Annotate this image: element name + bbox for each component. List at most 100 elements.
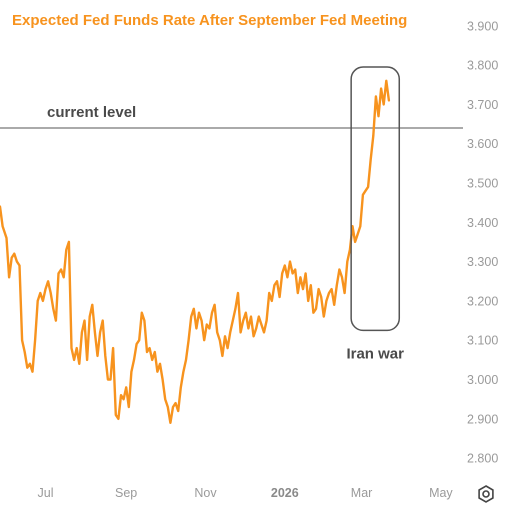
series-point (149, 347, 151, 349)
series-point (346, 261, 348, 263)
series-point (219, 339, 221, 341)
series-point (318, 288, 320, 290)
y-tick-label: 3.900 (467, 19, 498, 33)
series-point (310, 284, 312, 286)
series-point (331, 288, 333, 290)
series-point (52, 308, 54, 310)
series-point (359, 225, 361, 227)
series-point (133, 359, 135, 361)
series-point (37, 300, 39, 302)
series-point (58, 272, 60, 274)
series-point (86, 359, 88, 361)
current-level-label: current level (47, 104, 136, 121)
series-point (2, 225, 4, 227)
series-point (229, 331, 231, 333)
series-point (365, 190, 367, 192)
series-point (294, 269, 296, 271)
y-tick-label: 3.100 (467, 334, 498, 348)
series-point (333, 304, 335, 306)
rate-series-line (0, 79, 391, 424)
series-point (99, 331, 101, 333)
series-point (372, 135, 374, 137)
series-point (271, 300, 273, 302)
series-point (16, 261, 18, 263)
series-point (302, 288, 304, 290)
series-point (104, 355, 106, 357)
series-point (143, 320, 145, 322)
series-point (188, 339, 190, 341)
iran-war-highlight-box (350, 66, 401, 332)
series-point (380, 88, 382, 90)
series-point (11, 257, 13, 259)
series-point (136, 343, 138, 345)
series-point (253, 335, 255, 337)
series-point (112, 347, 114, 349)
series-point (276, 280, 278, 282)
y-tick-label: 2.800 (467, 452, 498, 466)
series-point (185, 359, 187, 361)
series-point (117, 418, 119, 420)
series-point (370, 158, 372, 160)
series-point (307, 300, 309, 302)
series-point (164, 398, 166, 400)
series-point (29, 363, 31, 365)
settings-icon[interactable] (476, 484, 496, 504)
series-point (159, 363, 161, 365)
series-point (263, 331, 265, 333)
series-point (305, 272, 307, 274)
series-point (123, 398, 125, 400)
series-point (208, 327, 210, 329)
series-point (378, 115, 380, 117)
x-tick-label: 2026 (271, 486, 299, 500)
series-point (260, 324, 262, 326)
series-point (385, 80, 387, 82)
series-point (299, 276, 301, 278)
series-point (130, 371, 132, 373)
series-point (182, 371, 184, 373)
series-point (292, 272, 294, 274)
series-point (146, 351, 148, 353)
series-point (367, 186, 369, 188)
series-point (240, 331, 242, 333)
series-point (315, 308, 317, 310)
series-point (211, 312, 213, 314)
series-point (206, 324, 208, 326)
series-point (169, 422, 171, 424)
series-point (84, 320, 86, 322)
series-point (362, 194, 364, 196)
chart-title: Expected Fed Funds Rate After September … (12, 12, 407, 29)
series-point (289, 261, 291, 263)
series-point (154, 351, 156, 353)
series-point (156, 371, 158, 373)
x-tick-label: Sep (115, 486, 137, 500)
series-point (177, 410, 179, 412)
series-point (224, 335, 226, 337)
series-point (167, 406, 169, 408)
series-point (97, 355, 99, 357)
series-point (286, 276, 288, 278)
series-point (8, 276, 10, 278)
series-point (24, 351, 26, 353)
series-point (26, 367, 28, 369)
series-point (234, 308, 236, 310)
x-tick-label: May (429, 486, 453, 500)
series-point (180, 386, 182, 388)
series-point (344, 292, 346, 294)
series-point (383, 103, 385, 105)
series-point (50, 292, 52, 294)
series-point (6, 237, 8, 239)
series-point (110, 379, 112, 381)
iran-war-label: Iran war (346, 345, 404, 362)
series-point (221, 355, 223, 357)
series-point (227, 347, 229, 349)
series-point (242, 320, 244, 322)
series-point (258, 316, 260, 318)
series-point (250, 316, 252, 318)
series-point (107, 379, 109, 381)
series-point (341, 276, 343, 278)
series-point (128, 406, 130, 408)
series-point (89, 316, 91, 318)
series-point (354, 241, 356, 243)
y-tick-label: 3.600 (467, 137, 498, 151)
series-point (203, 339, 205, 341)
